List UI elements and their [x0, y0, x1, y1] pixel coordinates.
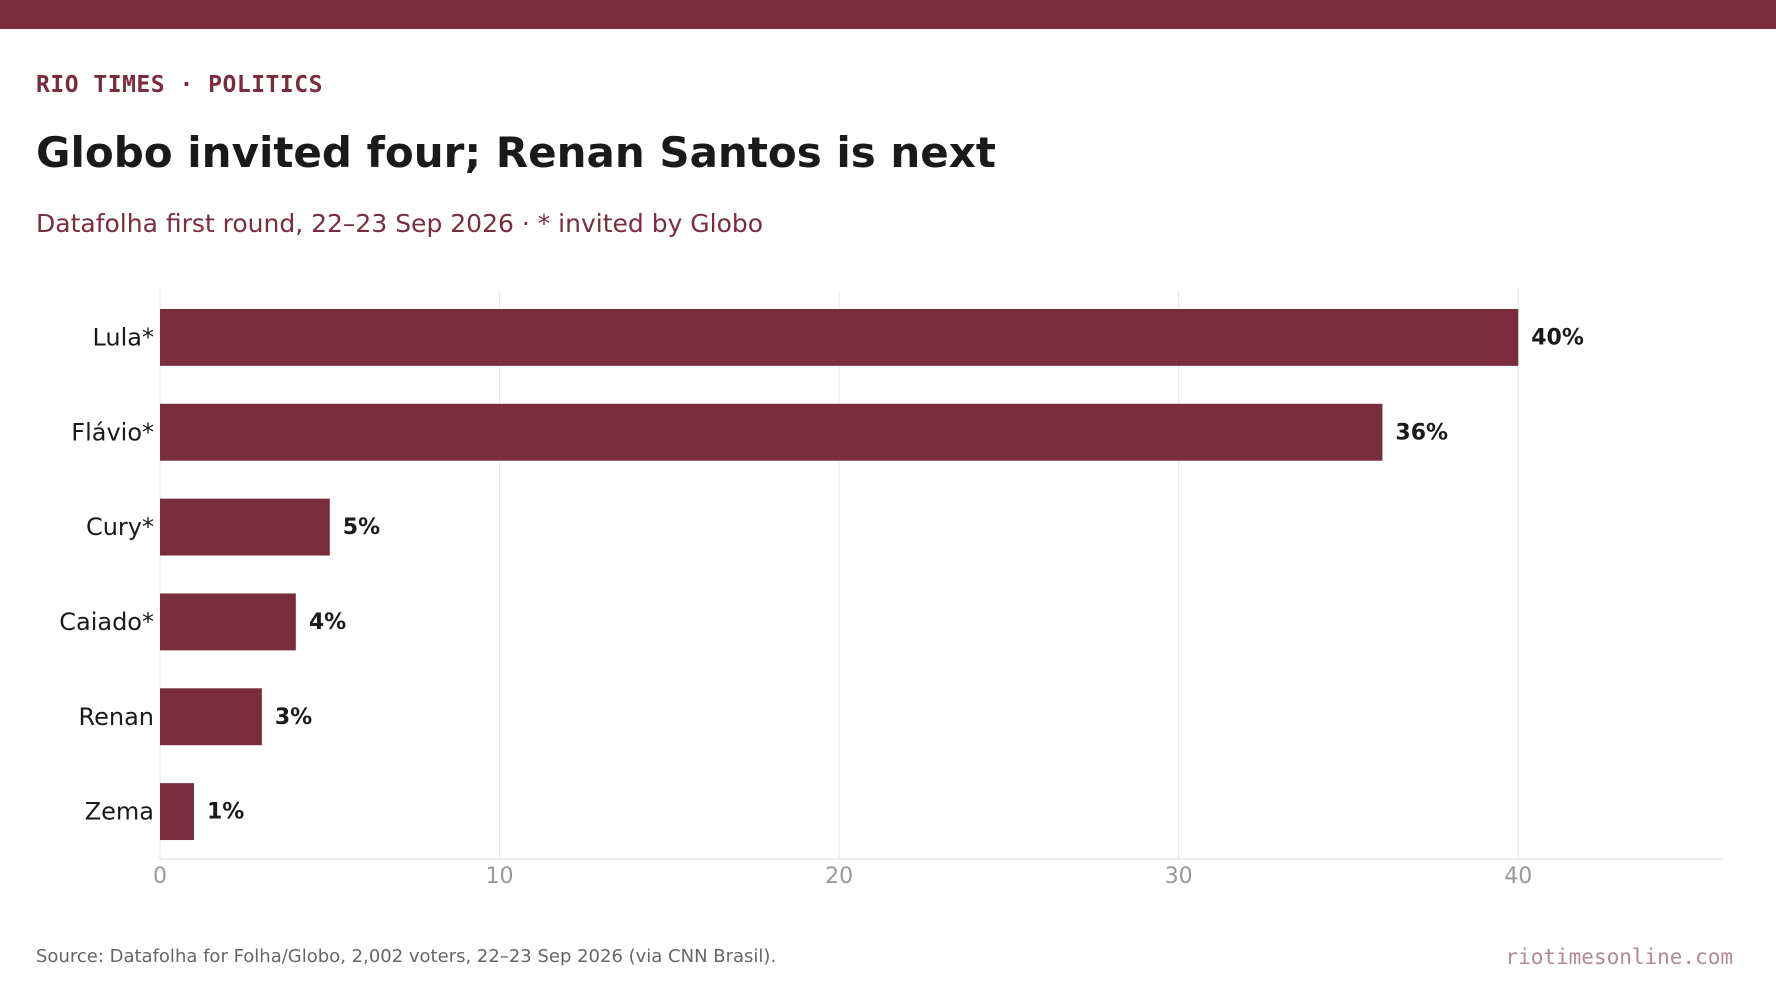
category-label: Zema: [85, 798, 154, 826]
data-label: 5%: [343, 515, 380, 540]
data-label: 36%: [1395, 420, 1448, 445]
x-tick-label: 0: [153, 864, 167, 889]
category-label: Cury*: [86, 513, 154, 541]
x-tick-label: 30: [1165, 864, 1193, 889]
bar: [160, 308, 1519, 366]
data-label: 1%: [207, 800, 244, 825]
chart-subtitle: Datafolha first round, 22–23 Sep 2026 · …: [36, 209, 764, 238]
x-tick-label: 10: [486, 864, 514, 889]
bar: [160, 498, 330, 556]
kicker: RIO TIMES · POLITICS: [36, 72, 323, 98]
category-label: Caiado*: [59, 608, 154, 636]
x-tick-label: 40: [1504, 864, 1532, 889]
x-tick-label: 20: [825, 864, 853, 889]
data-label: 40%: [1531, 325, 1584, 350]
site-url: riotimesonline.com: [1505, 945, 1733, 969]
bar: [160, 593, 296, 651]
category-label: Flávio*: [71, 418, 154, 446]
bar: [160, 688, 262, 746]
data-label: 4%: [309, 610, 346, 635]
bar: [160, 403, 1383, 461]
bar: [160, 783, 194, 841]
source-note: Source: Datafolha for Folha/Globo, 2,002…: [36, 946, 777, 967]
top-accent-bar: [0, 0, 1776, 29]
category-label: Renan: [79, 703, 155, 731]
category-label: Lula*: [92, 323, 154, 351]
data-label: 3%: [275, 705, 312, 730]
chart-title: Globo invited four; Renan Santos is next: [36, 128, 996, 177]
